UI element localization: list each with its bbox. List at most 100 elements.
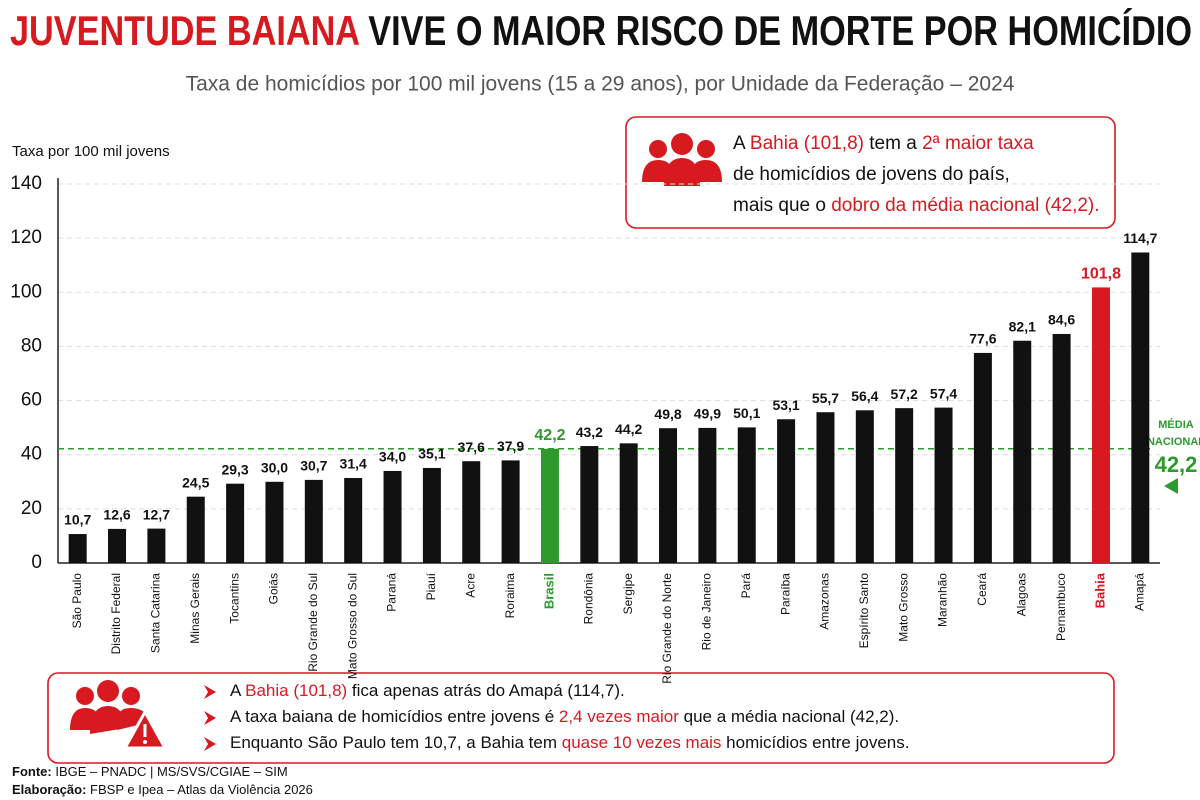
- chart-title: JUVENTUDE BAIANA VIVE O MAIOR RISCO DE M…: [10, 7, 1192, 54]
- bar: [698, 427, 717, 563]
- value-label: 114,7: [1123, 230, 1157, 246]
- bar: [186, 496, 205, 563]
- x-tick-label: Paraná: [385, 573, 399, 612]
- reference-label: NACIONAL: [1147, 436, 1200, 448]
- x-tick-label: Rio Grande do Sul: [306, 573, 320, 672]
- bar: [501, 460, 520, 563]
- value-label: 37,6: [458, 439, 485, 455]
- text-segment: homicídios entre jovens.: [721, 733, 909, 752]
- bullets: [204, 685, 216, 751]
- bar: [619, 443, 638, 563]
- x-tick-label: Sergipe: [621, 573, 635, 615]
- value-label: 31,4: [340, 456, 367, 472]
- value-label: 30,0: [261, 459, 288, 475]
- x-tick-label: Espírito Santo: [857, 573, 871, 649]
- text-segment: JUVENTUDE BAIANA: [10, 7, 360, 54]
- value-label: 77,6: [969, 331, 996, 347]
- text-segment: Enquanto São Paulo tem 10,7, a Bahia tem: [230, 733, 562, 752]
- summary-line: A taxa baiana de homicídios entre jovens…: [230, 707, 899, 726]
- reference-label: MÉDIA: [1158, 418, 1194, 431]
- people-icon: [642, 133, 722, 186]
- value-label: 50,1: [733, 405, 760, 421]
- x-tick-label: Rio de Janeiro: [700, 573, 714, 651]
- text-segment: que a média nacional (42,2).: [679, 707, 899, 726]
- bar: [226, 483, 245, 563]
- bar: [1091, 287, 1110, 563]
- text-segment: Bahia (101,8): [245, 681, 347, 700]
- text-segment: quase 10 vezes mais: [562, 733, 722, 752]
- bar: [68, 534, 87, 563]
- x-tick-label: Paraíba: [778, 573, 792, 615]
- highlight-box: [625, 116, 1116, 229]
- x-tick-label: Maranhão: [936, 573, 950, 627]
- bar: [540, 448, 559, 563]
- bar: [895, 408, 914, 563]
- y-tick-label: 100: [10, 281, 42, 302]
- text-segment: mais que o: [733, 195, 831, 216]
- value-label: 55,7: [812, 390, 839, 406]
- value-label: 101,8: [1081, 266, 1121, 283]
- text-segment: fica apenas atrás do Amapá (114,7).: [347, 681, 625, 700]
- x-tick-label: Santa Catarina: [149, 573, 163, 653]
- value-label: 43,2: [576, 424, 603, 440]
- y-tick-label: 60: [21, 390, 42, 411]
- bar: [934, 407, 953, 563]
- value-label: 53,1: [772, 397, 799, 413]
- warning-icon: [70, 680, 168, 750]
- bar: [737, 427, 756, 563]
- value-label: 10,7: [64, 512, 91, 528]
- reference-marker: [1164, 478, 1178, 494]
- x-tick-label: Piauí: [424, 572, 438, 600]
- bar: [265, 481, 284, 563]
- y-tick-label: 120: [10, 227, 42, 248]
- value-label: 37,9: [497, 438, 524, 454]
- bar: [108, 528, 127, 563]
- bar: [1013, 340, 1032, 563]
- value-label: 57,2: [891, 386, 918, 402]
- annotation-line: A Bahia (101,8) tem a 2ª maior taxa: [733, 133, 1034, 154]
- x-tick-label: Distrito Federal: [109, 573, 123, 654]
- footer-line: Fonte: IBGE – PNADC | MS/SVS/CGIAE – SIM: [12, 764, 288, 779]
- bar: [855, 410, 874, 563]
- value-label: 57,4: [930, 385, 957, 401]
- value-label: 35,1: [418, 446, 445, 462]
- x-tick-label: Pará: [739, 573, 753, 599]
- bar: [304, 479, 323, 563]
- x-tick-label: Rondônia: [581, 573, 595, 625]
- value-label: 84,6: [1048, 312, 1075, 328]
- annotation-line: de homicídios de jovens do país,: [733, 164, 1010, 185]
- x-tick-label: Pernambuco: [1054, 573, 1068, 641]
- value-label: 44,2: [615, 421, 642, 437]
- x-tick-label: São Paulo: [70, 573, 84, 629]
- value-label: 49,9: [694, 406, 721, 422]
- text-segment: VIVE O MAIOR RISCO DE MORTE POR HOMICÍDI…: [359, 7, 1192, 54]
- x-tick-label: Amapá: [1132, 573, 1146, 611]
- bar: [659, 428, 678, 563]
- x-tick-label: Alagoas: [1014, 573, 1028, 616]
- text-segment: A: [230, 681, 245, 700]
- value-label: 30,7: [300, 458, 327, 474]
- bar: [580, 446, 599, 563]
- bar: [1131, 252, 1150, 563]
- text-segment: tem a: [864, 133, 922, 154]
- x-tick-label: Acre: [463, 573, 477, 598]
- text-segment: 2ª maior taxa: [922, 133, 1034, 154]
- value-label: 24,5: [182, 474, 209, 490]
- y-tick-label: 80: [21, 335, 42, 356]
- text-segment: FBSP e Ipea – Atlas da Violência 2026: [86, 782, 312, 797]
- y-tick-label: 0: [31, 552, 42, 573]
- summary-box: [47, 672, 1115, 764]
- bar: [383, 470, 402, 563]
- text-segment: de homicídios de jovens do país,: [733, 164, 1010, 185]
- bar: [777, 419, 796, 563]
- text-segment: Bahia (101,8): [750, 133, 864, 154]
- text-segment: A taxa baiana de homicídios entre jovens…: [230, 707, 559, 726]
- reference-value: 42,2: [1155, 452, 1198, 477]
- x-tick-label: Rio Grande do Norte: [660, 573, 674, 684]
- text-segment: dobro da média nacional (42,2).: [831, 195, 1099, 216]
- text-segment: IBGE – PNADC | MS/SVS/CGIAE – SIM: [52, 764, 288, 779]
- value-label: 42,2: [534, 427, 565, 444]
- bar: [462, 461, 481, 563]
- x-tick-label: Ceará: [975, 573, 989, 606]
